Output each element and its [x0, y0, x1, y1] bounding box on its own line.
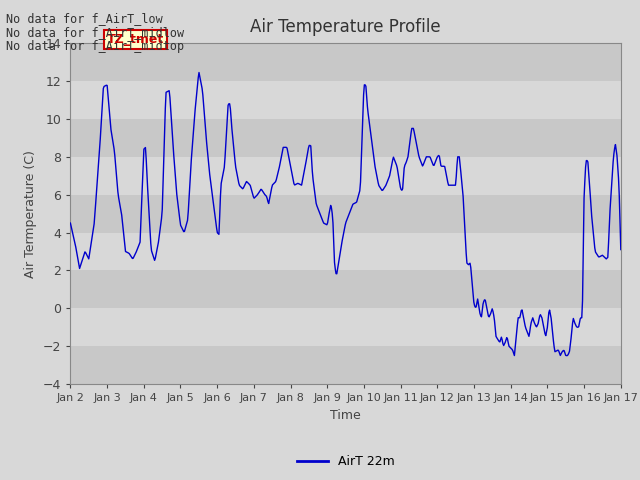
Bar	[70, 195, 621, 232]
X-axis label: Time: Time	[330, 408, 361, 421]
Text: TZ_tmet: TZ_tmet	[107, 33, 164, 46]
Text: No data for f_AirT_midlow: No data for f_AirT_midlow	[6, 26, 184, 39]
Text: No data for f_AirT_midtop: No data for f_AirT_midtop	[6, 40, 184, 53]
Bar	[70, 119, 621, 157]
Bar	[70, 270, 621, 308]
Text: No data for f_AirT_low: No data for f_AirT_low	[6, 12, 163, 24]
Title: Air Temperature Profile: Air Temperature Profile	[250, 18, 441, 36]
Y-axis label: Air Termperature (C): Air Termperature (C)	[24, 150, 38, 277]
Legend: AirT 22m: AirT 22m	[292, 450, 399, 473]
Bar	[70, 346, 621, 384]
Bar	[70, 43, 621, 81]
